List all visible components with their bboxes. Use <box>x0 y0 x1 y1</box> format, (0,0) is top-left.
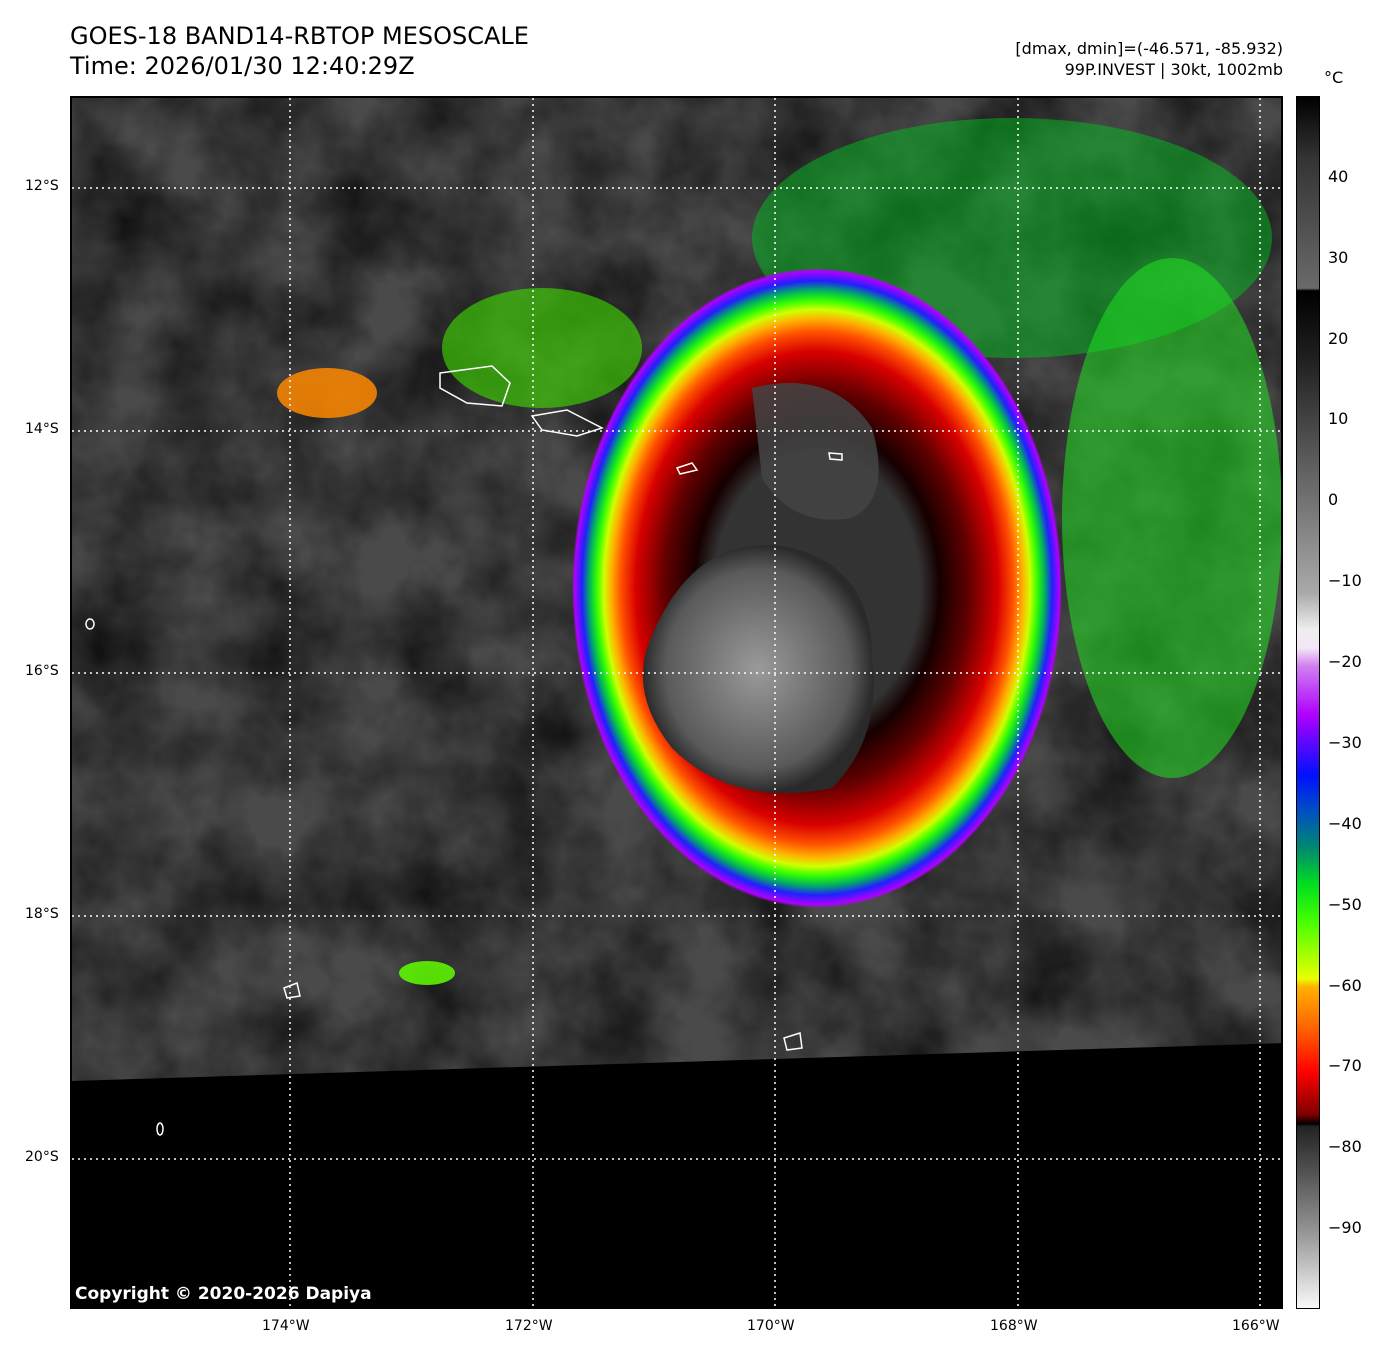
colorbar-tick-label: −40 <box>1328 813 1362 833</box>
lon-label: 174°W <box>262 1318 310 1334</box>
warm-core-region <box>642 545 874 793</box>
colorbar-tick-label: −10 <box>1328 571 1362 591</box>
colorbar-tick-label: 0 <box>1328 490 1339 510</box>
lat-label: 14°S <box>25 421 59 437</box>
lon-label: 172°W <box>505 1318 553 1334</box>
cloud-band-n <box>442 288 642 408</box>
lat-label: 12°S <box>25 178 59 194</box>
colorbar-tick-label: −90 <box>1328 1218 1362 1238</box>
lon-label: 170°W <box>747 1318 795 1334</box>
coastlines <box>85 365 843 1136</box>
colorbar-tick-label: −50 <box>1328 894 1362 914</box>
lat-label: 18°S <box>25 906 59 922</box>
colorbar-tick-label: 30 <box>1328 247 1349 267</box>
no-data-region <box>72 1043 1281 1307</box>
convection-cell-w <box>277 368 377 418</box>
colorbar-tick-label: −20 <box>1328 652 1362 672</box>
lat-label: 16°S <box>25 663 59 679</box>
colorbar-tick-label: −30 <box>1328 732 1362 752</box>
chart-title: GOES-18 BAND14-RBTOP MESOSCALE <box>70 22 529 50</box>
colorbar-unit: °C <box>1324 68 1344 87</box>
cloud-band-e <box>1062 258 1281 778</box>
colorbar-tick-label: 20 <box>1328 328 1349 348</box>
timestamp: Time: 2026/01/30 12:40:29Z <box>70 52 415 80</box>
storm-info: 99P.INVEST | 30kt, 1002mb <box>1064 60 1283 79</box>
colorbar-tick-label: 40 <box>1328 166 1349 186</box>
colorbar-tick-label: −60 <box>1328 975 1362 995</box>
colorbar-tick-label: −80 <box>1328 1137 1362 1157</box>
graticule <box>72 98 1281 1307</box>
data-range: [dmax, dmin]=(-46.571, -85.932) <box>1015 39 1283 58</box>
colorbar-tick-label: 10 <box>1328 409 1349 429</box>
lon-label: 168°W <box>990 1318 1038 1334</box>
gray-patch-north <box>752 383 879 520</box>
colorbar <box>1296 96 1320 1309</box>
lon-label: 166°W <box>1232 1318 1280 1334</box>
colorbar-tick-label: −70 <box>1328 1056 1362 1076</box>
copyright: Copyright © 2020-2026 Dapiya <box>75 1284 372 1304</box>
convection-cell-s <box>399 961 455 985</box>
lat-label: 20°S <box>25 1149 59 1165</box>
satellite-map <box>70 96 1283 1309</box>
